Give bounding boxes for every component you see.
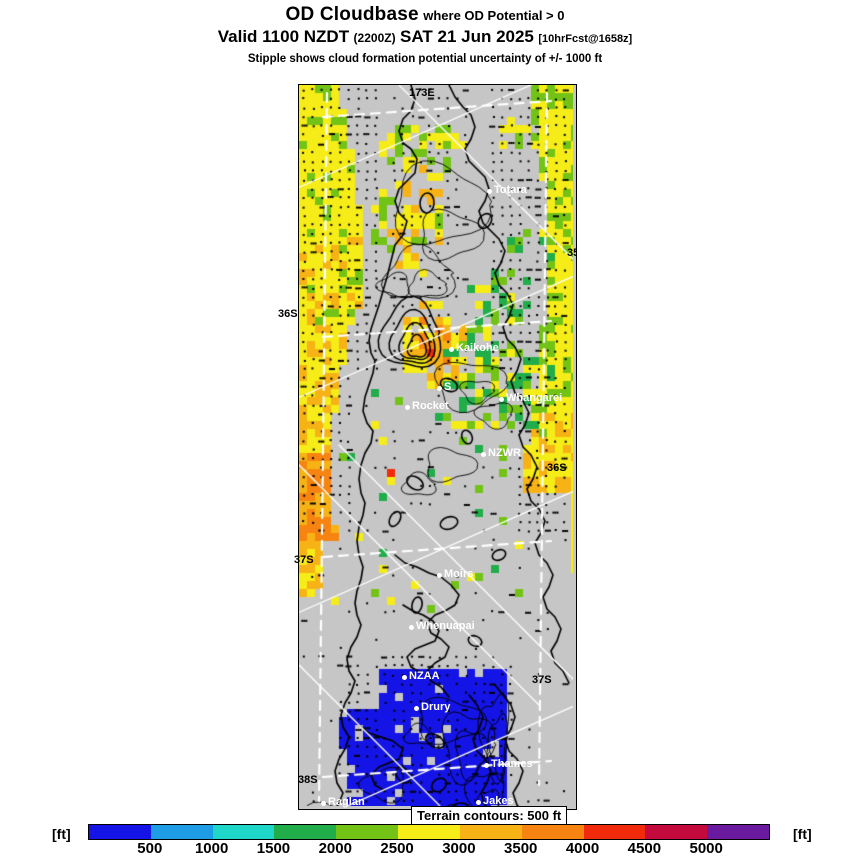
colorbar-tick-4500: 4500	[627, 840, 662, 857]
valid-time: Valid 1100 NZDT	[217, 26, 350, 46]
colorbar-band-3500	[521, 825, 584, 839]
colorbar-band-3000	[459, 825, 522, 839]
colorbar-band-4500	[645, 825, 708, 839]
colorbar-tick-2000: 2000	[318, 840, 352, 857]
colorbar-band-5000	[707, 825, 769, 839]
title-row-stipple: Stipple shows cloud formation potential …	[0, 50, 850, 67]
colorbar-scale[interactable]	[88, 824, 770, 840]
page-title: OD Cloudbase	[285, 4, 419, 25]
station-marker-thames[interactable]	[484, 763, 489, 768]
title-row-main: OD Cloudbase where OD Potential > 0	[0, 5, 850, 25]
colorbar-band-1000	[212, 825, 275, 839]
colorbar-tick-1000: 1000	[194, 840, 229, 857]
colorbar-tick-2500: 2500	[380, 840, 414, 857]
station-marker-raglan[interactable]	[321, 801, 326, 806]
colorbar-band-2500	[398, 825, 460, 839]
forecast-stamp: [10hrFcst@1658z]	[538, 32, 633, 45]
lat-label-outside-38S: 38S	[298, 774, 318, 786]
colorbar-tick-3000: 3000	[442, 840, 476, 857]
station-marker-whenuapai[interactable]	[409, 625, 414, 630]
forecast-map[interactable]: Totara Kaikohe S Whangarei Rocket NZWR Moirs Wh…	[298, 84, 577, 810]
colorbar-band-0	[89, 825, 151, 839]
stipple-note: Stipple shows cloud formation potential …	[247, 52, 603, 65]
title-condition: where OD Potential > 0	[423, 8, 565, 23]
station-marker-rocket[interactable]	[405, 405, 410, 410]
colorbar-tick-500: 500	[137, 840, 163, 857]
colorbar-unit-left: [ft]	[52, 826, 71, 842]
terrain-contour-note: Terrain contours: 500 ft	[411, 806, 568, 826]
title-row-valid: Valid 1100 NZDT (2200Z) SAT 21 Jun 2025 …	[0, 28, 850, 47]
title-block: OD Cloudbase where OD Potential > 0 Vali…	[0, 0, 850, 67]
colorbar-tick-5000: 5000	[689, 840, 723, 857]
lat-label-outside-36S: 36S	[278, 308, 298, 320]
station-marker-s[interactable]	[437, 386, 442, 391]
station-marker-drury[interactable]	[414, 706, 419, 711]
colorbar-band-2000	[336, 825, 399, 839]
valid-date: SAT 21 Jun 2025	[400, 26, 534, 46]
colorbar-unit-right: [ft]	[793, 826, 812, 842]
colorbar-ticks: 500 1000 1500 2000 2500 3000 3500 4000 4500 5000	[88, 840, 768, 860]
station-marker-nzwr[interactable]	[481, 452, 486, 457]
colorbar-row: [ft] 500 1000 1500 2000 2500 3000 3500 4000 4500…	[0, 822, 850, 860]
station-marker-whangarei[interactable]	[499, 397, 504, 402]
lat-label-outside-37S: 37S	[294, 554, 314, 566]
map-raster	[299, 85, 573, 806]
colorbar-tick-3500: 3500	[504, 840, 538, 857]
colorbar-tick-1500: 1500	[256, 840, 291, 857]
colorbar-band-500	[150, 825, 213, 839]
station-marker-jakes[interactable]	[476, 800, 481, 805]
station-marker-kaikohe[interactable]	[449, 347, 454, 352]
colorbar-band-4000	[583, 825, 646, 839]
station-marker-totara[interactable]	[487, 189, 492, 194]
colorbar-band-1500	[274, 825, 337, 839]
valid-zulu: (2200Z)	[353, 30, 396, 45]
station-marker-moirs[interactable]	[437, 573, 442, 578]
colorbar-tick-4000: 4000	[565, 840, 600, 857]
station-marker-nzaa[interactable]	[402, 675, 407, 680]
